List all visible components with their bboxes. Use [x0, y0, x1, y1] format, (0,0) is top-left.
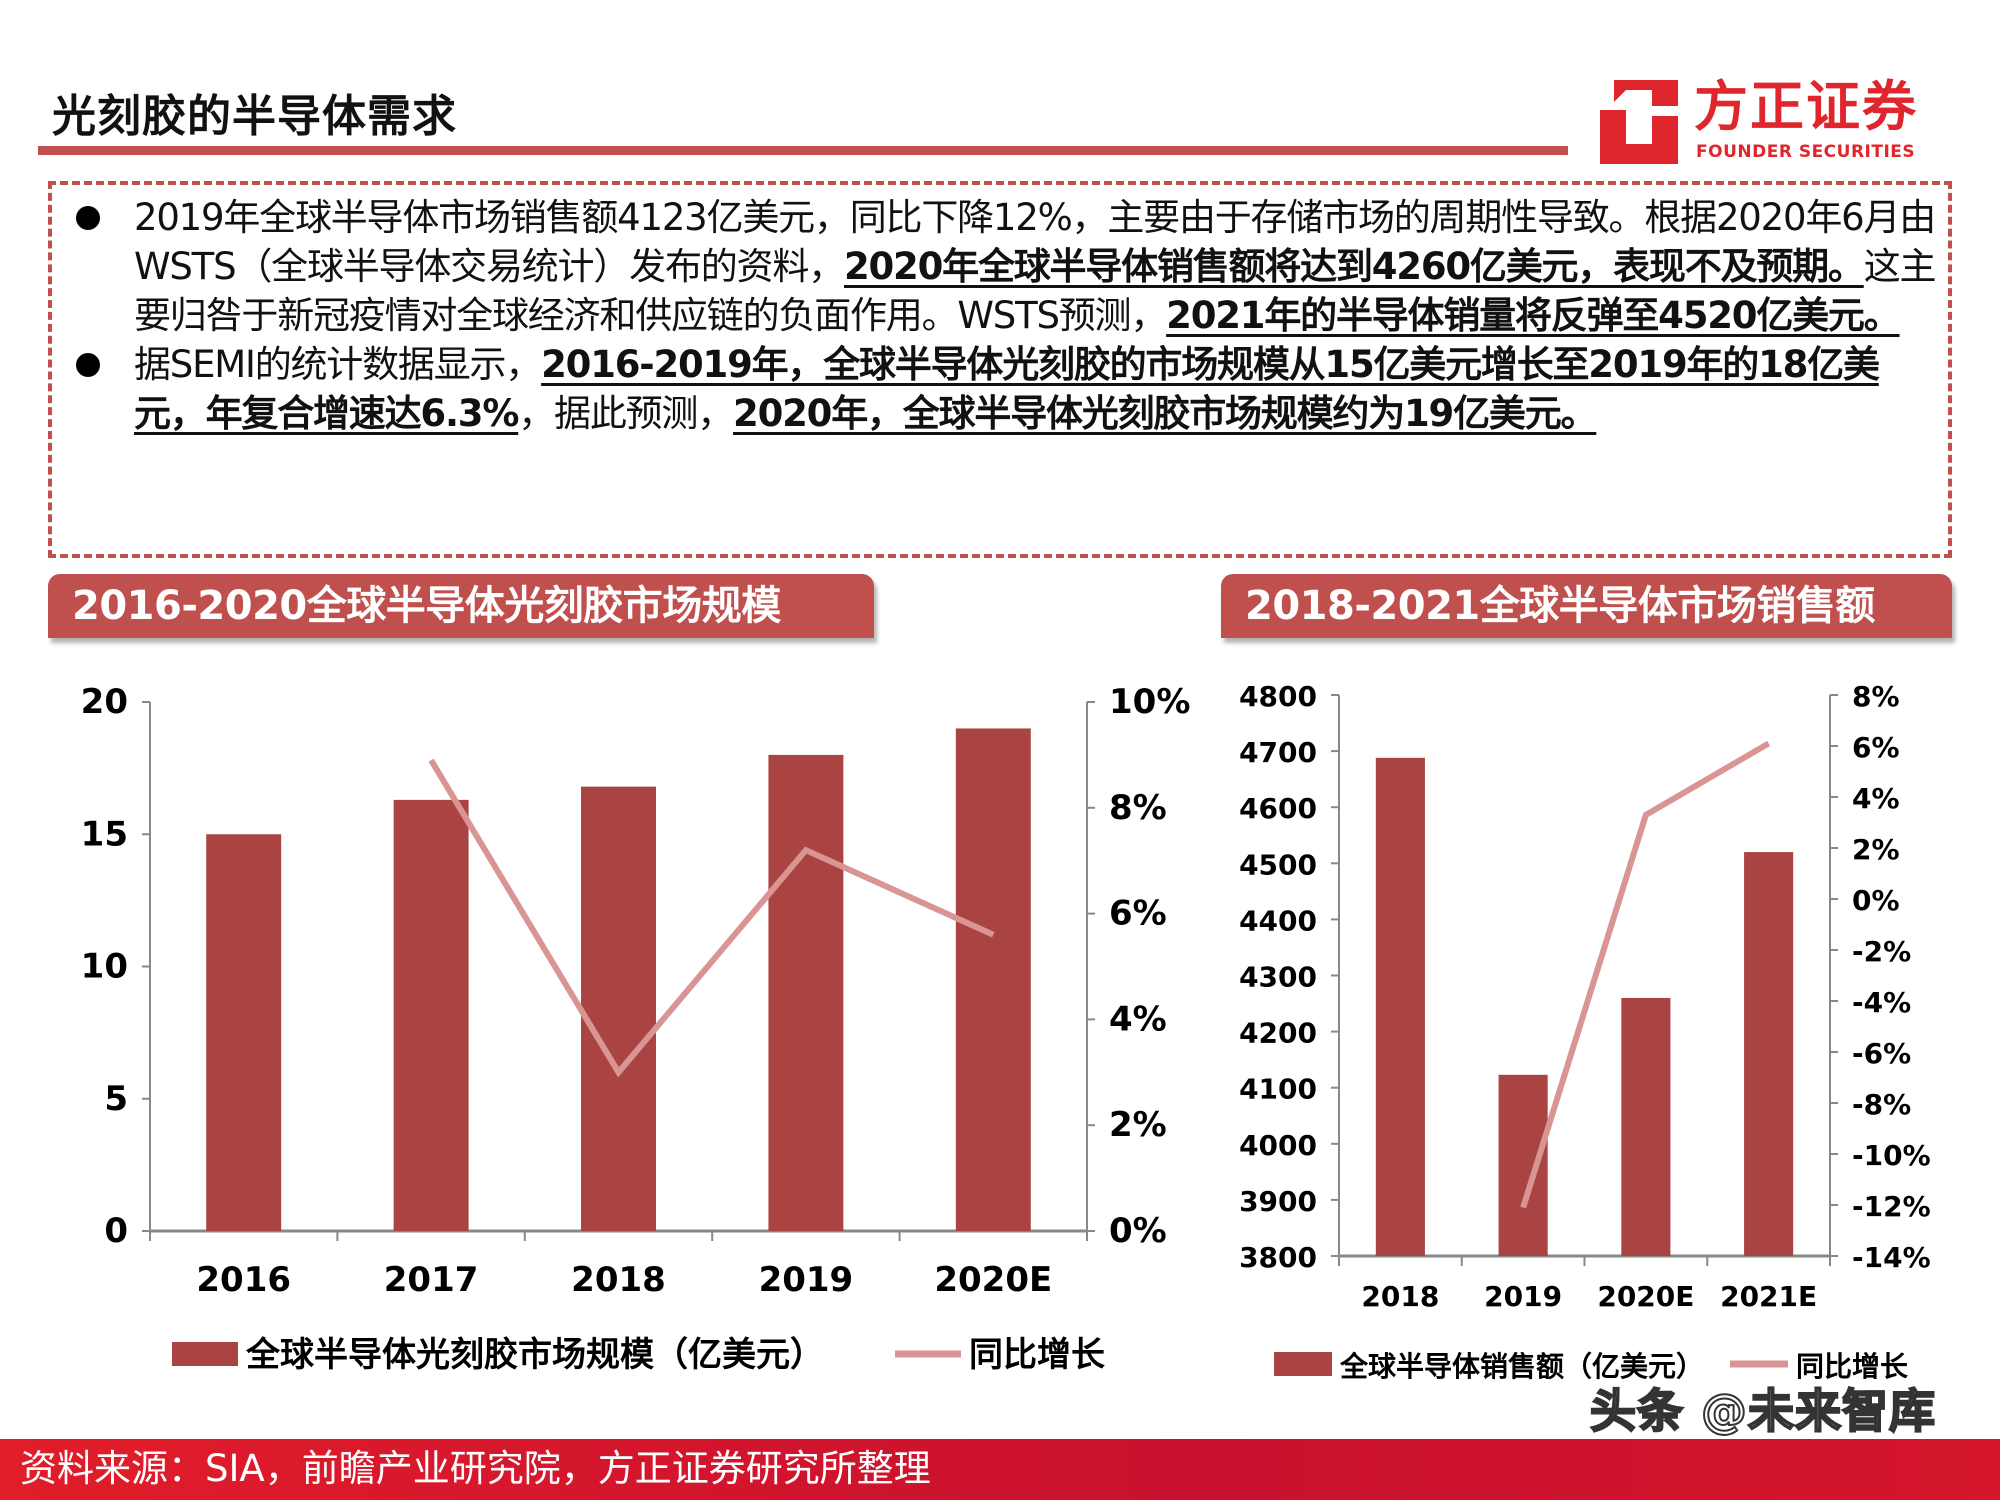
y-tick-label: 4700 [1239, 736, 1317, 769]
bar-2018 [581, 786, 656, 1231]
bar-2018 [1375, 757, 1425, 1256]
highlight-text: 2021年的半导体销量将反弹至4520亿美元。 [1166, 294, 1901, 337]
y-tick-label: 4300 [1239, 961, 1317, 994]
legend-bar-label: 全球半导体光刻胶市场规模（亿美元） [245, 1335, 824, 1375]
y2-tick-label: -4% [1852, 986, 1911, 1019]
chart1-title: 2016-2020全球半导体光刻胶市场规模 [48, 574, 874, 638]
watermark: 头条 @未来智库 [1589, 1383, 1937, 1439]
bar-2020E [1621, 997, 1671, 1256]
bar-2021E [1744, 852, 1794, 1256]
legend-line-label: 同比增长 [1796, 1350, 1908, 1383]
y2-tick-label: -6% [1852, 1037, 1911, 1070]
y-tick-label: 0 [104, 1211, 128, 1251]
y2-tick-label: 4% [1109, 999, 1167, 1039]
highlight-text: 2016-2019年，全球半导体光刻胶的市场规模从15亿美元增长至2019年的1… [134, 343, 1880, 435]
title-divider [38, 146, 1568, 155]
y2-tick-label: 10% [1109, 682, 1190, 722]
y2-tick-label: -12% [1852, 1190, 1931, 1223]
y2-tick-label: -2% [1852, 935, 1911, 968]
y-tick-label: 4200 [1239, 1017, 1317, 1050]
y2-tick-label: 8% [1852, 680, 1900, 713]
y-tick-label: 4400 [1239, 904, 1317, 937]
founder-securities-logo: 方正证券 FOUNDER SECURITIES [1600, 76, 1930, 166]
body-text: 这主要归咎于新冠疫情对全球经济和供应链的负面作用。WSTS预测， [134, 245, 1937, 337]
y-tick-label: 10 [81, 947, 128, 987]
y2-tick-label: 6% [1852, 731, 1900, 764]
body-text: ，据此预测， [518, 392, 734, 435]
y-tick-label: 15 [81, 814, 128, 854]
y2-tick-label: 0% [1852, 884, 1900, 917]
highlight-text: 2020年，全球半导体光刻胶市场规模约为19亿美元。 [733, 392, 1597, 435]
summary-paragraph-2: 据SEMI的统计数据显示，2016-2019年，全球半导体光刻胶的市场规模从15… [72, 340, 1938, 438]
chart2-title: 2018-2021全球半导体市场销售额 [1221, 574, 1952, 638]
y-tick-label: 4500 [1239, 848, 1317, 881]
x-tick-label: 2019 [759, 1260, 854, 1300]
source-text: 资料来源：SIA，前瞻产业研究院，方正证券研究所整理 [20, 1447, 931, 1490]
y2-tick-label: -10% [1852, 1139, 1931, 1172]
y2-tick-label: -8% [1852, 1088, 1911, 1121]
chart-semiconductor-sales: 3800 3900 4000 4100 4200 4300 4400 4500 4600 4700… [1239, 680, 1931, 1383]
logo-mark-icon [1600, 80, 1678, 164]
bar-2016 [206, 834, 282, 1231]
y2-tick-label: 4% [1852, 782, 1900, 815]
x-tick-label: 2020E [934, 1260, 1052, 1300]
bullet-icon [76, 206, 100, 230]
x-tick-label: 2018 [571, 1260, 666, 1300]
chart-photoresist-market: 0 5 10 15 20 0% 2% 4% 6% 8% 10% 2016 2017 2018 2019 202… [81, 682, 1191, 1375]
bar-2017 [393, 799, 469, 1231]
y-tick-label: 5 [104, 1079, 128, 1119]
y2-tick-label: -14% [1852, 1241, 1931, 1274]
y-tick-label: 4600 [1239, 792, 1317, 825]
bar-2020E [955, 728, 1031, 1231]
x-tick-label: 2019 [1484, 1280, 1562, 1313]
legend-bar-label: 全球半导体销售额（亿美元） [1339, 1350, 1704, 1383]
y2-tick-label: 0% [1109, 1211, 1167, 1251]
page-title: 光刻胶的半导体需求 [52, 91, 457, 142]
y-tick-label: 3900 [1239, 1185, 1317, 1218]
x-tick-label: 2018 [1361, 1280, 1439, 1313]
logo-text-cn: 方正证券 [1694, 75, 1918, 138]
summary-box: 2019年全球半导体市场销售额4123亿美元，同比下降12%，主要由于存储市场的… [48, 181, 1952, 558]
y2-tick-label: 8% [1109, 788, 1167, 828]
y2-tick-label: 2% [1109, 1105, 1167, 1145]
x-tick-label: 2016 [196, 1260, 291, 1300]
growth-line [428, 758, 995, 1078]
bar-2019 [768, 754, 844, 1231]
source-footer: 资料来源：SIA，前瞻产业研究院，方正证券研究所整理 [0, 1439, 2000, 1500]
y-tick-label: 4100 [1239, 1073, 1317, 1106]
legend-line-label: 同比增长 [969, 1335, 1105, 1375]
y-tick-label: 3800 [1239, 1241, 1317, 1274]
y2-tick-label: 6% [1109, 894, 1167, 934]
summary-paragraph-1: 2019年全球半导体市场销售额4123亿美元，同比下降12%，主要由于存储市场的… [72, 193, 1938, 340]
x-tick-label: 2020E [1597, 1280, 1694, 1313]
legend-bar-swatch [172, 1342, 238, 1366]
body-text: 据SEMI的统计数据显示， [134, 343, 542, 386]
x-tick-label: 2017 [384, 1260, 479, 1300]
y-tick-label: 20 [81, 682, 128, 722]
x-tick-label: 2021E [1720, 1280, 1817, 1313]
legend-bar-swatch [1274, 1352, 1332, 1376]
y-tick-label: 4800 [1239, 680, 1317, 713]
logo-text-en: FOUNDER SECURITIES [1696, 142, 1916, 162]
bar-2019 [1498, 1074, 1548, 1256]
body-text: 2019年全球半导体市场销售额4123亿美元，同比下降12%，主要由于存储市场的… [134, 196, 1936, 288]
highlight-text: 2020年全球半导体销售额将达到4260亿美元，表现不及预期。 [843, 245, 1865, 288]
y-tick-label: 4000 [1239, 1129, 1317, 1162]
bullet-icon [76, 353, 100, 377]
y2-tick-label: 2% [1852, 833, 1900, 866]
